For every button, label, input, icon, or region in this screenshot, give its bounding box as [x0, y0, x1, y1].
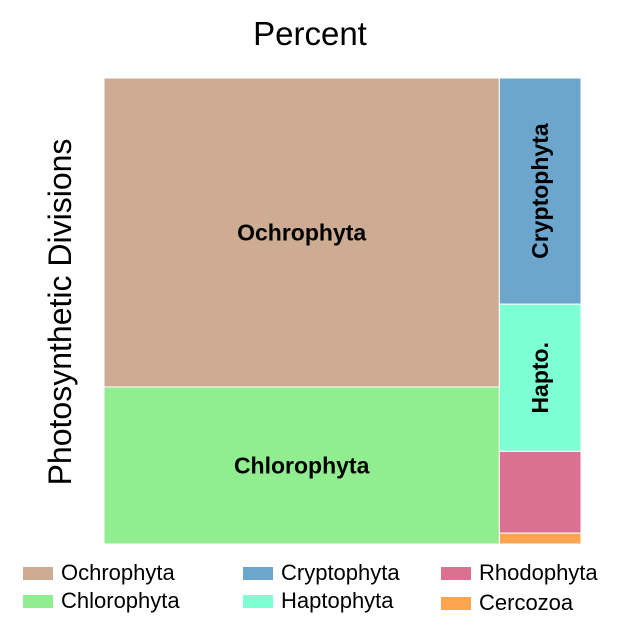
legend-label-cercozoa: Cercozoa — [479, 590, 574, 615]
treemap-chart: Ochrophyta Chlorophyta Cryptophyta Hapto. — [103, 77, 582, 545]
tile-cercozoa — [498, 532, 582, 545]
legend-swatch-haptophyta — [243, 594, 273, 608]
legend-item-cryptophyta: Cryptophyta — [243, 560, 400, 586]
legend-item-ochrophyta: Ochrophyta — [23, 560, 175, 586]
tile-label-cryptophyta: Cryptophyta — [527, 123, 553, 259]
legend-item-haptophyta: Haptophyta — [243, 588, 394, 614]
chart-title: Percent — [253, 15, 367, 52]
legend-label-chlorophyta: Chlorophyta — [61, 588, 180, 613]
legend-label-cryptophyta: Cryptophyta — [281, 560, 400, 585]
legend-swatch-cercozoa — [441, 596, 471, 610]
tile-rhodophyta — [498, 450, 582, 534]
tile-ochrophyta — [103, 77, 500, 388]
legend-swatch-rhodophyta — [441, 566, 471, 580]
tile-haptophyta — [498, 303, 582, 452]
legend-label-ochrophyta: Ochrophyta — [61, 560, 175, 585]
legend-label-haptophyta: Haptophyta — [281, 588, 394, 613]
legend-swatch-chlorophyta — [23, 594, 53, 608]
legend-swatch-cryptophyta — [243, 566, 273, 580]
legend-swatch-ochrophyta — [23, 566, 53, 580]
legend: Ochrophyta Chlorophyta Cryptophyta Hapto… — [0, 558, 620, 633]
legend-item-cercozoa: Cercozoa — [441, 590, 573, 616]
legend-item-chlorophyta: Chlorophyta — [23, 588, 180, 614]
tile-cryptophyta — [498, 77, 582, 305]
legend-label-rhodophyta: Rhodophyta — [479, 560, 598, 585]
tile-chlorophyta — [103, 386, 500, 545]
legend-item-rhodophyta: Rhodophyta — [441, 560, 598, 586]
tile-label-haptophyta: Hapto. — [527, 342, 553, 414]
tile-label-ochrophyta: Ochrophyta — [237, 219, 366, 245]
tile-label-chlorophyta: Chlorophyta — [234, 452, 370, 478]
